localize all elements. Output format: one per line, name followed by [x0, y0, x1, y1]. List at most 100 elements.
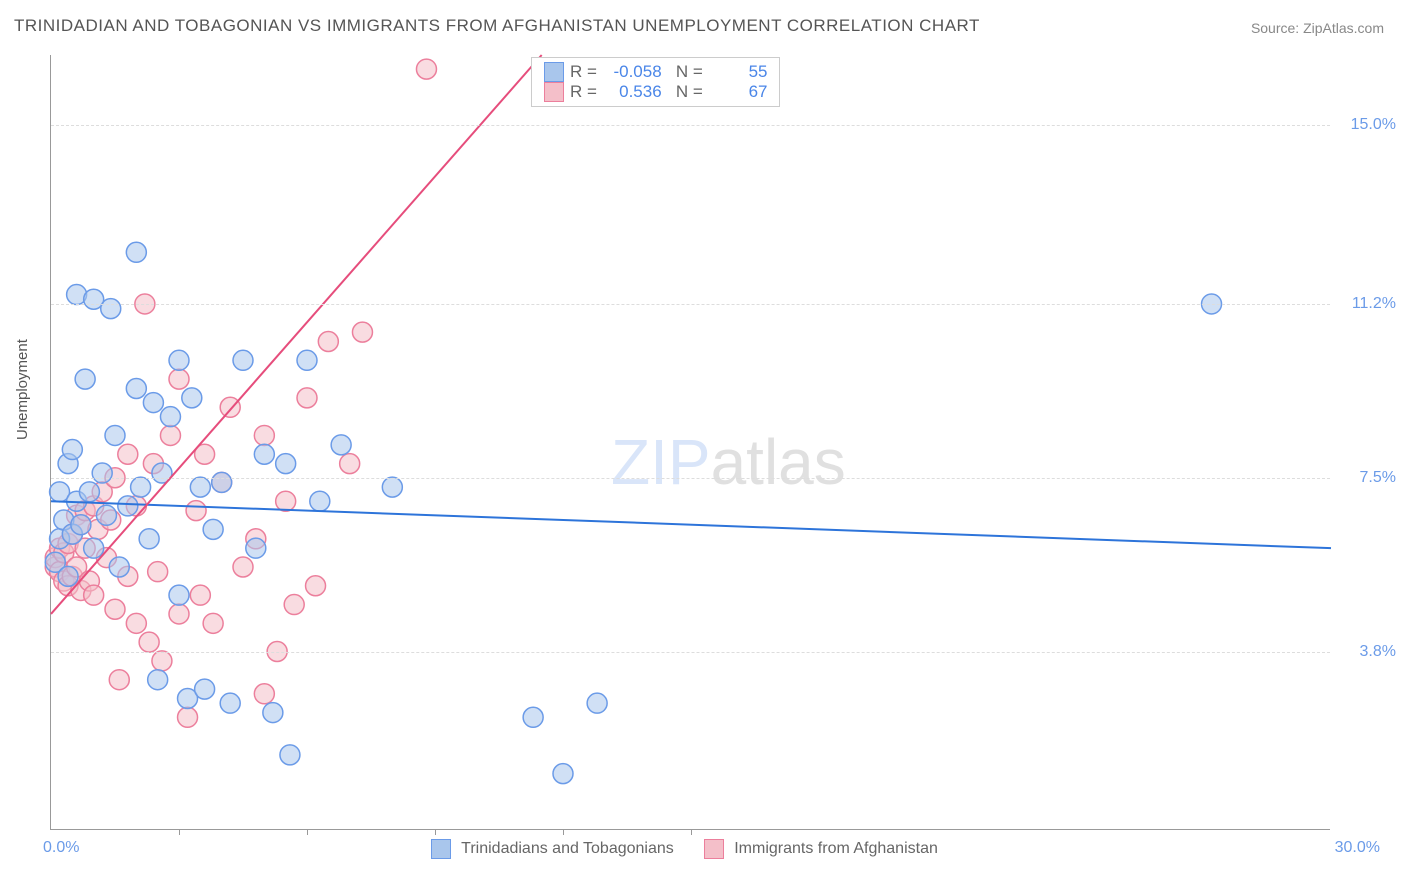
plot-area: ZIPatlas R = -0.058 N = 55 R = 0.536 N =… [50, 55, 1330, 830]
scatter-point [105, 425, 125, 445]
gridline-h [51, 304, 1330, 305]
scatter-point [126, 378, 146, 398]
gridline-h [51, 652, 1330, 653]
n-value-1: 55 [707, 62, 767, 82]
gridline-h [51, 125, 1330, 126]
scatter-point [160, 407, 180, 427]
scatter-point [126, 242, 146, 262]
scatter-point [382, 477, 402, 497]
y-axis-label: Unemployment [14, 339, 31, 440]
x-max-label: 30.0% [1335, 839, 1380, 857]
y-tick-label: 15.0% [1351, 116, 1396, 134]
scatter-point [233, 557, 253, 577]
scatter-point [126, 613, 146, 633]
scatter-point [182, 388, 202, 408]
x-tick [691, 829, 692, 835]
scatter-point [75, 369, 95, 389]
swatch-series2 [544, 82, 564, 102]
scatter-point [152, 651, 172, 671]
scatter-point [276, 454, 296, 474]
r-value-2: 0.536 [602, 82, 662, 102]
scatter-point [84, 585, 104, 605]
scatter-point [109, 670, 129, 690]
y-tick-label: 11.2% [1352, 295, 1396, 313]
scatter-point [101, 299, 121, 319]
scatter-point [254, 444, 274, 464]
scatter-point [169, 350, 189, 370]
scatter-point [169, 604, 189, 624]
scatter-point [71, 515, 91, 535]
x-tick [435, 829, 436, 835]
legend-item-1: Trinidadians and Tobagonians [431, 839, 674, 859]
scatter-point [203, 519, 223, 539]
scatter-point [186, 501, 206, 521]
scatter-point [178, 707, 198, 727]
series1-name: Trinidadians and Tobagonians [461, 840, 674, 857]
scatter-point [131, 477, 151, 497]
scatter-point [58, 566, 78, 586]
swatch-series1-bottom [431, 839, 451, 859]
scatter-point [92, 463, 112, 483]
scatter-point [254, 425, 274, 445]
scatter-point [553, 764, 573, 784]
scatter-point [340, 454, 360, 474]
scatter-point [118, 444, 138, 464]
scatter-point [318, 332, 338, 352]
series2-name: Immigrants from Afghanistan [734, 840, 938, 857]
gridline-h [51, 478, 1330, 479]
scatter-point [139, 632, 159, 652]
scatter-point [96, 505, 116, 525]
scatter-point [190, 585, 210, 605]
stats-row-series2: R = 0.536 N = 67 [544, 82, 767, 102]
scatter-point [169, 585, 189, 605]
n-label: N = [676, 62, 708, 82]
scatter-point [148, 670, 168, 690]
scatter-point [306, 576, 326, 596]
scatter-point [160, 425, 180, 445]
scatter-point [143, 393, 163, 413]
scatter-point [203, 613, 223, 633]
scatter-point [246, 538, 266, 558]
scatter-point [297, 388, 317, 408]
scatter-point [105, 599, 125, 619]
scatter-point [212, 472, 232, 492]
scatter-point [233, 350, 253, 370]
legend-item-2: Immigrants from Afghanistan [704, 839, 938, 859]
x-tick [563, 829, 564, 835]
scatter-point [118, 496, 138, 516]
scatter-point [190, 477, 210, 497]
r-value-1: -0.058 [602, 62, 662, 82]
r-label: R = [570, 82, 602, 102]
scatter-point [220, 397, 240, 417]
swatch-series2-bottom [704, 839, 724, 859]
y-tick-label: 3.8% [1360, 643, 1396, 661]
scatter-point [284, 595, 304, 615]
scatter-point [220, 693, 240, 713]
series-legend: Trinidadians and Tobagonians Immigrants … [431, 839, 938, 859]
chart-title: TRINIDADIAN AND TOBAGONIAN VS IMMIGRANTS… [14, 16, 980, 36]
x-tick [179, 829, 180, 835]
scatter-point [79, 482, 99, 502]
trend-line [51, 501, 1331, 548]
scatter-point [148, 562, 168, 582]
trend-line [51, 55, 542, 614]
scatter-point [280, 745, 300, 765]
scatter-point [416, 59, 436, 79]
scatter-point [587, 693, 607, 713]
scatter-point [84, 538, 104, 558]
scatter-point [310, 491, 330, 511]
scatter-point [352, 322, 372, 342]
scatter-point [169, 369, 189, 389]
x-min-label: 0.0% [43, 839, 79, 857]
n-label: N = [676, 82, 708, 102]
r-label: R = [570, 62, 602, 82]
x-tick [307, 829, 308, 835]
stats-legend: R = -0.058 N = 55 R = 0.536 N = 67 [531, 57, 780, 107]
n-value-2: 67 [707, 82, 767, 102]
swatch-series1 [544, 62, 564, 82]
scatter-point [254, 684, 274, 704]
scatter-point [331, 435, 351, 455]
scatter-point [297, 350, 317, 370]
scatter-point [523, 707, 543, 727]
scatter-point [109, 557, 129, 577]
